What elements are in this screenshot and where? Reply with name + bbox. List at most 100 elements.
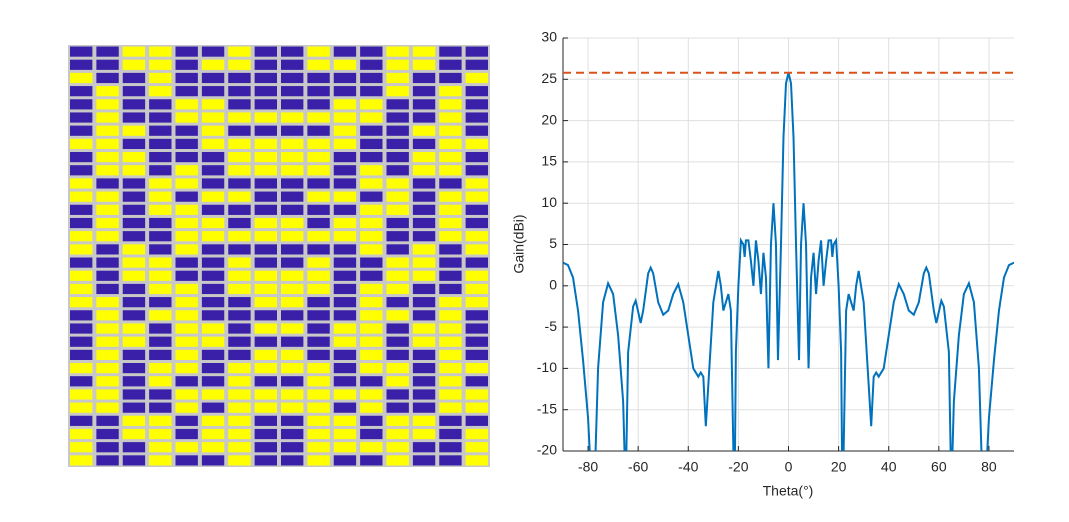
array-cell xyxy=(254,231,277,242)
array-cell xyxy=(465,376,488,387)
array-cell xyxy=(254,415,277,426)
array-cell xyxy=(254,244,277,255)
y-tick-label: -15 xyxy=(537,400,557,416)
array-cell xyxy=(465,389,488,400)
array-cell xyxy=(96,442,119,453)
array-cell xyxy=(307,204,330,215)
array-cell xyxy=(70,442,93,453)
array-cell xyxy=(333,428,357,440)
array-cell xyxy=(96,231,119,242)
array-cell xyxy=(281,270,304,281)
array-cell xyxy=(333,99,357,110)
array-cell xyxy=(412,283,436,295)
array-cell xyxy=(386,283,409,295)
array-cell xyxy=(149,442,172,453)
array-cell xyxy=(281,138,304,149)
array-cell xyxy=(122,442,146,453)
array-cell xyxy=(465,191,488,202)
array-cell xyxy=(254,336,277,347)
array-cell xyxy=(228,402,251,413)
array-cell xyxy=(333,270,357,281)
array-cell xyxy=(307,59,330,70)
array-cell xyxy=(70,125,93,136)
array-cell xyxy=(333,363,357,374)
array-cell xyxy=(122,455,146,466)
array-cell xyxy=(360,363,383,374)
array-cell xyxy=(201,310,225,321)
array-cell xyxy=(70,72,93,84)
array-cell xyxy=(360,442,383,453)
array-cell xyxy=(70,323,93,334)
array-cell xyxy=(281,310,304,321)
array-cell xyxy=(96,191,119,202)
array-cell xyxy=(149,217,172,229)
array-cell xyxy=(70,191,93,202)
y-tick-label: 25 xyxy=(541,70,557,86)
array-cell xyxy=(201,415,225,426)
array-cell xyxy=(70,389,93,400)
array-cell xyxy=(149,323,172,334)
array-cell xyxy=(307,389,330,400)
array-cell xyxy=(281,125,304,136)
array-cell xyxy=(122,297,146,308)
array-cell xyxy=(254,125,277,136)
array-cell xyxy=(228,217,251,229)
array-cell xyxy=(228,283,251,295)
array-cell xyxy=(122,428,146,440)
array-cell xyxy=(386,125,409,136)
array-cell xyxy=(175,86,198,97)
array-cell xyxy=(412,323,436,334)
array-cell xyxy=(228,231,251,242)
array-cell xyxy=(175,99,198,110)
array-cell xyxy=(96,283,119,295)
array-cell xyxy=(333,376,357,387)
array-cell xyxy=(228,138,251,149)
array-cell xyxy=(281,349,304,360)
array-cell xyxy=(412,297,436,308)
array-cell xyxy=(149,112,172,123)
y-tick-label: 0 xyxy=(549,277,557,293)
x-tick-label: 40 xyxy=(881,459,897,475)
array-cell xyxy=(149,138,172,149)
array-cell xyxy=(96,204,119,215)
array-cell xyxy=(201,46,225,57)
array-cell xyxy=(465,428,488,440)
array-cell xyxy=(439,389,462,400)
array-cell xyxy=(386,442,409,453)
array-cell xyxy=(307,231,330,242)
array-cell xyxy=(333,204,357,215)
array-cell xyxy=(201,138,225,149)
array-cell xyxy=(307,442,330,453)
array-cell xyxy=(122,165,146,176)
array-cell xyxy=(228,244,251,255)
array-cell xyxy=(254,297,277,308)
array-cell xyxy=(201,178,225,189)
array-cell xyxy=(360,204,383,215)
array-cell xyxy=(201,376,225,387)
array-cell xyxy=(254,363,277,374)
array-cell xyxy=(175,428,198,440)
array-cell xyxy=(149,59,172,70)
array-cell xyxy=(307,244,330,255)
array-cell xyxy=(281,402,304,413)
array-cell xyxy=(175,349,198,360)
array-cell xyxy=(412,455,436,466)
array-cell xyxy=(360,231,383,242)
array-cell xyxy=(439,363,462,374)
array-cell xyxy=(149,152,172,163)
array-cell xyxy=(333,323,357,334)
array-cell xyxy=(281,231,304,242)
array-cell xyxy=(228,59,251,70)
x-tick-label: -40 xyxy=(678,459,698,475)
array-cell xyxy=(465,99,488,110)
array-cell xyxy=(96,297,119,308)
array-cell xyxy=(149,204,172,215)
array-cell xyxy=(228,46,251,57)
array-cell xyxy=(201,363,225,374)
array-cell xyxy=(465,336,488,347)
array-cell xyxy=(281,112,304,123)
array-cell xyxy=(96,363,119,374)
array-cell xyxy=(228,376,251,387)
array-cell xyxy=(386,336,409,347)
array-cell xyxy=(360,152,383,163)
